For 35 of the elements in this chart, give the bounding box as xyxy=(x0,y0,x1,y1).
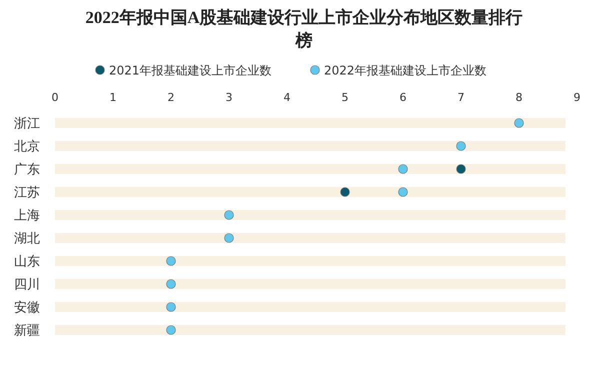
x-tick-label: 4 xyxy=(284,91,290,104)
legend-label: 2022年报基础建设上市企业数 xyxy=(324,64,487,78)
x-tick-label: 6 xyxy=(400,91,406,104)
point xyxy=(166,302,176,312)
y-tick-label: 四川 xyxy=(14,278,40,292)
x-tick-label: 7 xyxy=(458,91,464,104)
x-tick-label: 9 xyxy=(574,91,580,104)
y-tick-label: 山东 xyxy=(14,254,40,270)
point xyxy=(224,233,234,243)
point xyxy=(456,141,466,151)
y-tick-label: 上海 xyxy=(14,208,40,224)
point xyxy=(514,118,524,128)
y-tick-label: 广东 xyxy=(14,162,40,178)
point xyxy=(398,187,408,197)
y-tick-label: 江苏 xyxy=(14,186,40,200)
y-tick-label: 安徽 xyxy=(14,300,40,316)
point xyxy=(166,256,176,266)
y-tick-label: 北京 xyxy=(14,140,40,154)
x-tick-label: 1 xyxy=(110,91,116,104)
x-tick-label: 5 xyxy=(342,91,348,104)
x-tick-label: 0 xyxy=(52,91,58,104)
point xyxy=(456,164,466,174)
legend-label: 2021年报基础建设上市企业数 xyxy=(109,64,272,78)
y-tick-label: 湖北 xyxy=(14,232,40,246)
x-tick-label: 8 xyxy=(516,91,522,104)
x-tick-label: 3 xyxy=(226,91,232,104)
x-tick-label: 2 xyxy=(168,91,174,104)
y-tick-label: 新疆 xyxy=(14,324,40,338)
y-tick-label: 浙江 xyxy=(14,116,40,132)
chart-title: 2022年报中国A股基础建设行业上市企业分布地区数量排行榜 xyxy=(84,7,524,52)
point xyxy=(166,325,176,335)
point xyxy=(340,187,350,197)
point xyxy=(166,279,176,289)
point xyxy=(224,210,234,220)
point xyxy=(398,164,408,174)
